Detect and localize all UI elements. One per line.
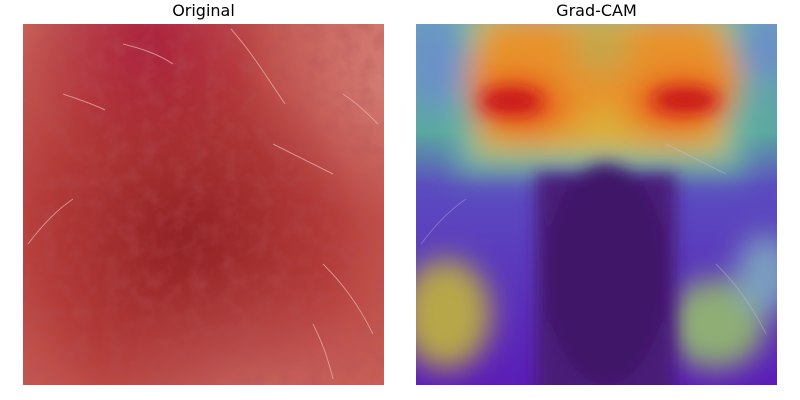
original-image-canvas	[23, 24, 384, 385]
original-image	[23, 24, 384, 385]
gradcam-heatmap	[416, 24, 777, 385]
gradcam-panel-title: Grad-CAM	[556, 1, 637, 20]
gradcam-heatmap-canvas	[416, 24, 777, 385]
original-panel-title: Original	[172, 1, 235, 20]
